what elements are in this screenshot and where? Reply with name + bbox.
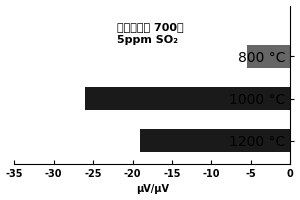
X-axis label: μV/μV: μV/μV	[136, 184, 169, 194]
Bar	[85, 87, 290, 110]
Text: 工作温度： 700度: 工作温度： 700度	[117, 22, 183, 32]
Bar	[140, 129, 290, 152]
Text: 5ppm SO₂: 5ppm SO₂	[117, 35, 178, 45]
Bar	[247, 45, 290, 68]
